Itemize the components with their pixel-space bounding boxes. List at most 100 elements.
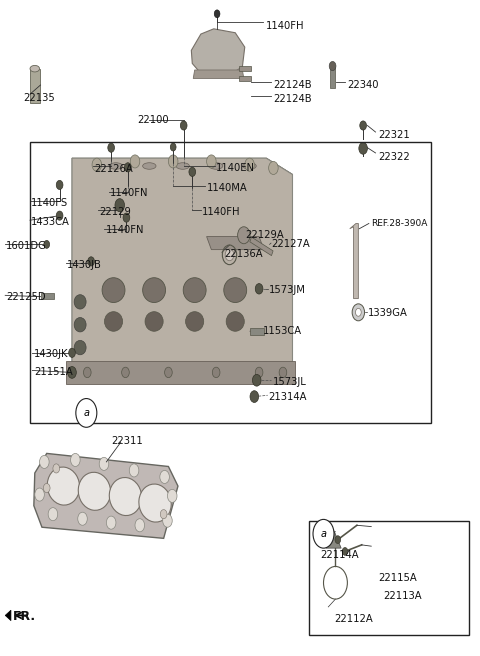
Circle shape <box>269 161 278 174</box>
Circle shape <box>255 283 263 294</box>
Text: 21314A: 21314A <box>269 392 307 401</box>
Text: 22126A: 22126A <box>95 164 133 174</box>
Bar <box>30 142 431 422</box>
Circle shape <box>88 256 95 266</box>
Circle shape <box>168 489 177 502</box>
Ellipse shape <box>74 340 86 355</box>
Polygon shape <box>192 29 245 75</box>
Circle shape <box>163 514 172 527</box>
Circle shape <box>108 143 115 152</box>
Text: 1140FN: 1140FN <box>106 225 144 235</box>
Circle shape <box>360 121 366 130</box>
Text: FR.: FR. <box>13 610 36 623</box>
Ellipse shape <box>30 66 39 72</box>
Text: a: a <box>321 529 326 539</box>
Ellipse shape <box>224 277 247 302</box>
Text: 22136A: 22136A <box>225 249 264 258</box>
Text: 1430JB: 1430JB <box>67 260 102 270</box>
Circle shape <box>129 464 139 477</box>
Text: 22321: 22321 <box>378 131 410 140</box>
Circle shape <box>43 483 50 493</box>
Polygon shape <box>72 158 292 174</box>
Text: 22114A: 22114A <box>320 550 359 560</box>
Circle shape <box>130 155 140 168</box>
Circle shape <box>124 163 131 172</box>
Circle shape <box>255 367 263 378</box>
Circle shape <box>206 155 216 168</box>
Text: 22322: 22322 <box>378 152 410 162</box>
Text: 22115A: 22115A <box>378 573 417 583</box>
Polygon shape <box>206 237 264 250</box>
Ellipse shape <box>243 163 256 169</box>
Ellipse shape <box>209 163 223 169</box>
Circle shape <box>160 510 167 519</box>
Text: 1153CA: 1153CA <box>263 326 302 337</box>
Polygon shape <box>5 610 11 621</box>
Text: 22113A: 22113A <box>383 591 422 601</box>
Bar <box>239 66 251 72</box>
Circle shape <box>160 470 169 483</box>
Text: 1140FH: 1140FH <box>266 20 305 31</box>
Circle shape <box>329 62 336 71</box>
Circle shape <box>352 304 364 321</box>
Polygon shape <box>193 70 244 79</box>
Circle shape <box>44 241 49 249</box>
Text: 1601DG: 1601DG <box>6 241 47 251</box>
Polygon shape <box>34 453 178 539</box>
Text: 1433CA: 1433CA <box>31 216 70 226</box>
Text: 1140FN: 1140FN <box>110 188 149 198</box>
Text: 1140EN: 1140EN <box>216 163 255 173</box>
Text: 22340: 22340 <box>348 80 379 90</box>
Polygon shape <box>326 532 341 548</box>
Circle shape <box>78 512 87 525</box>
Ellipse shape <box>145 312 163 331</box>
Ellipse shape <box>176 163 190 169</box>
Bar <box>250 328 264 335</box>
Text: 1430JK: 1430JK <box>34 349 68 359</box>
Bar <box>330 67 336 88</box>
Text: 1573JL: 1573JL <box>273 377 306 386</box>
Circle shape <box>84 367 91 378</box>
Text: 22129A: 22129A <box>245 230 284 240</box>
Circle shape <box>335 536 341 544</box>
Polygon shape <box>266 158 292 384</box>
Text: REF.28-390A: REF.28-390A <box>371 219 428 228</box>
Circle shape <box>214 10 220 18</box>
Text: 21151A: 21151A <box>34 367 72 377</box>
Text: 1573JM: 1573JM <box>269 285 305 295</box>
Ellipse shape <box>183 277 206 302</box>
Ellipse shape <box>102 277 125 302</box>
Polygon shape <box>350 224 359 298</box>
Ellipse shape <box>143 163 156 169</box>
Ellipse shape <box>143 277 166 302</box>
Ellipse shape <box>226 312 244 331</box>
Text: 1140FS: 1140FS <box>31 197 68 207</box>
Bar <box>239 76 251 81</box>
Bar <box>309 521 469 635</box>
Bar <box>250 237 273 256</box>
Circle shape <box>56 180 63 190</box>
Bar <box>30 69 39 102</box>
Circle shape <box>168 155 178 168</box>
Text: 1339GA: 1339GA <box>368 308 408 318</box>
Circle shape <box>69 348 75 358</box>
Text: 22311: 22311 <box>111 436 143 446</box>
Ellipse shape <box>74 295 86 309</box>
Text: 22125D: 22125D <box>6 292 46 302</box>
Text: 22129: 22129 <box>99 207 131 216</box>
Circle shape <box>356 308 361 316</box>
Circle shape <box>238 227 250 244</box>
Circle shape <box>342 548 348 556</box>
Circle shape <box>76 399 97 427</box>
Polygon shape <box>66 361 295 384</box>
Ellipse shape <box>47 467 80 505</box>
Circle shape <box>359 142 367 154</box>
Circle shape <box>121 367 129 378</box>
Circle shape <box>99 457 109 470</box>
Circle shape <box>92 158 102 171</box>
Text: a: a <box>84 408 89 418</box>
Circle shape <box>48 508 58 521</box>
Circle shape <box>53 464 60 473</box>
Bar <box>40 293 54 298</box>
Circle shape <box>279 367 287 378</box>
